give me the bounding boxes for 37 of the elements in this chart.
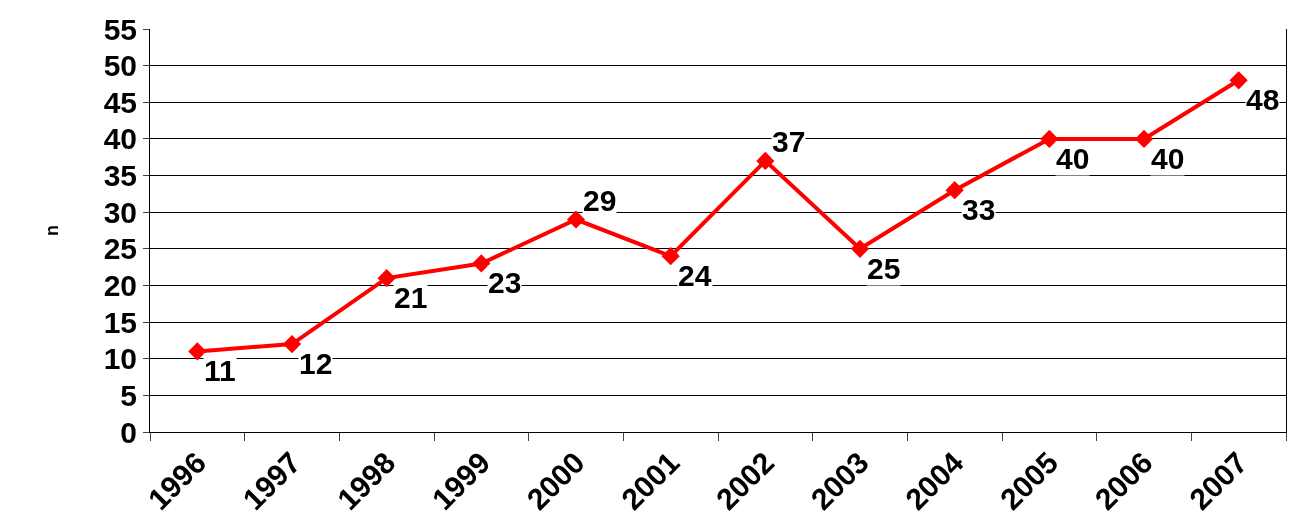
data-label: 37 (772, 125, 806, 158)
y-tick-label: 25 (103, 232, 137, 266)
point (377, 269, 396, 288)
point (1040, 129, 1059, 149)
y-tick-label: 10 (103, 342, 137, 376)
data-label: 12 (299, 347, 333, 380)
y-tick-label: 20 (103, 268, 137, 302)
data-label: 33 (962, 193, 996, 226)
y-tick-label: 0 (120, 415, 137, 449)
data-label: 21 (394, 281, 428, 314)
data-label: 24 (678, 259, 712, 292)
data-label: 11 (204, 354, 236, 387)
point (188, 342, 207, 361)
y-tick-label: 15 (103, 305, 137, 339)
data-label: 40 (1056, 142, 1090, 175)
y-tick-label: 55 (103, 12, 137, 46)
data-label: 40 (1151, 142, 1185, 175)
y-axis-title: n (41, 225, 62, 236)
y-tick-label: 50 (103, 49, 137, 83)
point (850, 239, 870, 258)
point (566, 210, 586, 229)
y-tick-label: 30 (103, 195, 137, 229)
point (472, 254, 491, 273)
point (756, 151, 775, 170)
data-label: 23 (488, 266, 522, 299)
point (1134, 129, 1154, 149)
y-tick-label: 40 (103, 122, 137, 156)
point (661, 247, 680, 266)
point (1229, 71, 1248, 90)
point (282, 334, 302, 354)
point (945, 181, 964, 200)
data-label: 48 (1246, 83, 1280, 116)
data-label: 25 (867, 252, 901, 285)
y-tick-label: 5 (120, 378, 137, 412)
y-tick-label: 45 (103, 85, 137, 119)
y-tick-label: 35 (103, 159, 137, 193)
data-label: 29 (583, 184, 617, 217)
